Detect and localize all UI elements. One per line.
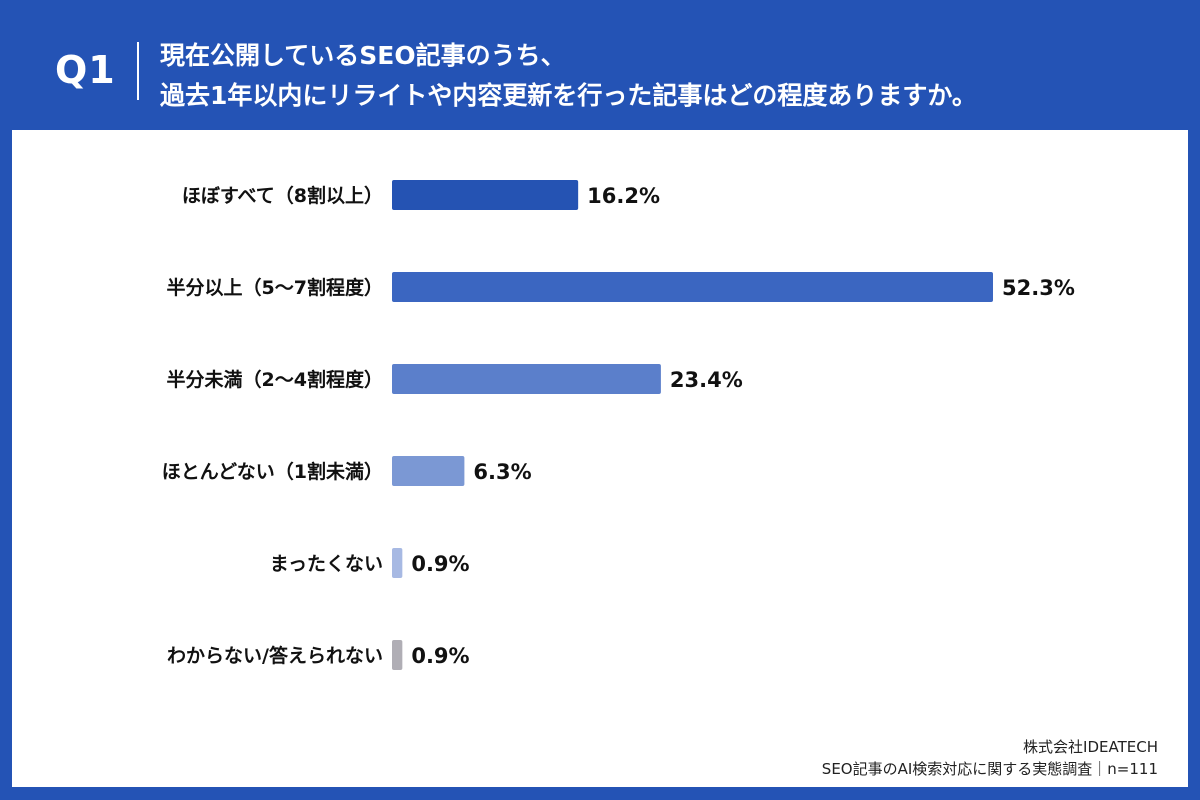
bar	[392, 180, 579, 210]
value-label: 52.3%	[1002, 276, 1075, 300]
header-divider	[137, 42, 139, 100]
category-label: わからない/答えられない	[167, 644, 383, 667]
value-label: 16.2%	[587, 184, 660, 208]
category-label: 半分未満（2～4割程度）	[167, 368, 383, 391]
question-line-1: 現在公開しているSEO記事のうち、	[160, 41, 566, 70]
category-label: まったくない	[270, 553, 383, 575]
header: Q1 現在公開しているSEO記事のうち、 過去1年以内にリライトや内容更新を行っ…	[0, 0, 1200, 128]
survey-caption: SEO記事のAI検索対応に関する実態調査｜n=111	[821, 760, 1158, 778]
bar	[392, 456, 465, 486]
bar	[392, 548, 403, 578]
bar	[392, 640, 403, 670]
value-label: 23.4%	[670, 368, 743, 392]
bar-chart: ほぼすべて（8割以上） 16.2% 半分以上（5～7割程度） 52.3% 半分未満（2～…	[162, 180, 1075, 670]
chart-footer: 株式会社IDEATECH SEO記事のAI検索対応に関する実態調査｜n=111	[822, 736, 1158, 780]
category-label: ほとんどない（1割未満）	[162, 460, 383, 483]
bar	[392, 364, 661, 394]
value-label: 0.9%	[411, 644, 469, 668]
company-name: 株式会社IDEATECH	[1023, 738, 1158, 756]
chart-panel: ほぼすべて（8割以上） 16.2% 半分以上（5～7割程度） 52.3% 半分未満（2～…	[12, 130, 1188, 787]
bar	[392, 272, 993, 302]
question-number: Q1	[55, 48, 116, 92]
category-label: ほぼすべて（8割以上）	[182, 184, 383, 207]
category-label: 半分以上（5～7割程度）	[167, 276, 383, 299]
value-label: 6.3%	[473, 460, 531, 484]
question-text: 現在公開しているSEO記事のうち、 過去1年以内にリライトや内容更新を行った記事…	[160, 36, 977, 116]
value-label: 0.9%	[411, 552, 469, 576]
question-line-2: 過去1年以内にリライトや内容更新を行った記事はどの程度ありますか。	[160, 81, 977, 110]
